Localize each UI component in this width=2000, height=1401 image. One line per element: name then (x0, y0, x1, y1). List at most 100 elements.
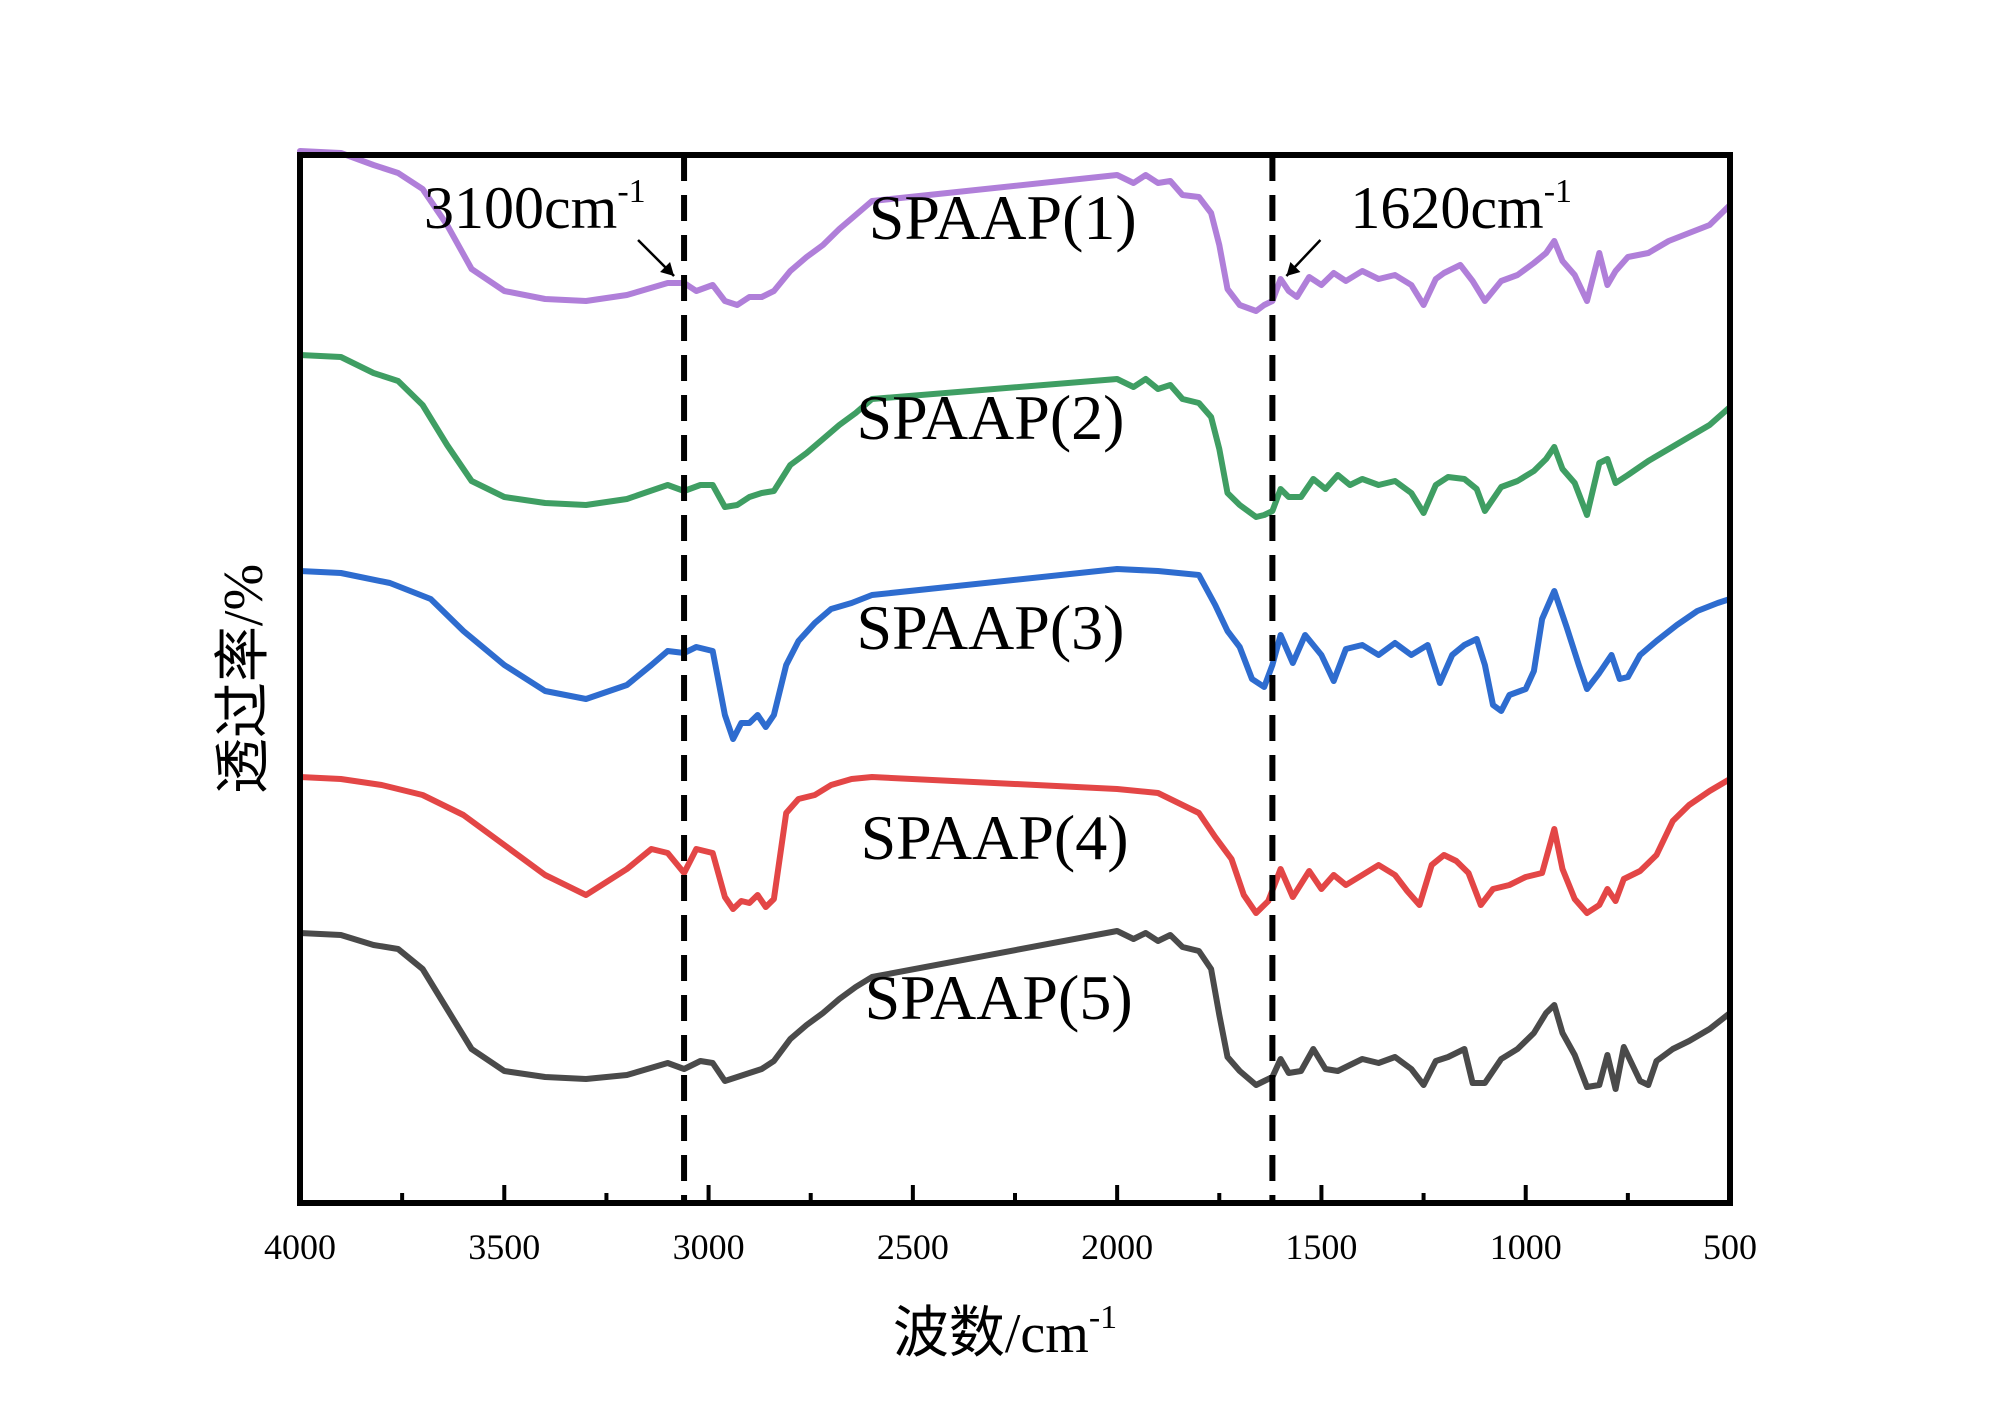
data-point (1687, 231, 1691, 235)
data-point (1491, 887, 1495, 891)
x-axis-ticks: 4000 3500 3000 2500 2000 1500 1000 500 (264, 1185, 1757, 1267)
series-spaap-4 (297, 774, 1733, 916)
data-point (1610, 653, 1613, 657)
data-point (1507, 883, 1511, 887)
data-point (1516, 273, 1519, 277)
data-point (1638, 653, 1642, 657)
data-point (372, 943, 375, 947)
data-point (1565, 625, 1569, 629)
data-point (698, 1059, 702, 1063)
data-point (666, 851, 670, 855)
data-point (1409, 1067, 1413, 1071)
data-point (772, 1059, 776, 1063)
data-point (739, 899, 743, 903)
x-axis-title: 波数/cm-1 (893, 1299, 1117, 1365)
data-point (747, 1071, 751, 1075)
data-point (1442, 853, 1446, 857)
x-tick-label: 500 (1703, 1227, 1757, 1267)
data-point (1573, 481, 1577, 485)
data-point (1291, 661, 1295, 665)
data-point (694, 847, 698, 851)
data-point (1295, 295, 1299, 299)
data-point (1597, 251, 1601, 255)
x-tick-label: 4000 (264, 1227, 336, 1267)
data-point (772, 713, 776, 717)
x-tick-label: 2000 (1081, 1227, 1153, 1267)
data-point (1483, 509, 1487, 513)
data-point (1716, 601, 1720, 605)
annotation-label-1: 3100cm-1 (424, 173, 646, 241)
data-point (1499, 279, 1503, 283)
data-point (1561, 1031, 1564, 1035)
data-point (1638, 869, 1642, 873)
data-point (1217, 243, 1221, 247)
data-point (1213, 835, 1217, 839)
data-point (1217, 447, 1221, 451)
data-point (1242, 893, 1246, 897)
data-point (1618, 677, 1622, 681)
data-point (1405, 889, 1409, 893)
data-point (1540, 871, 1544, 875)
data-point (1144, 173, 1148, 177)
data-point (1655, 853, 1658, 857)
data-point (764, 905, 768, 909)
data-point (1197, 401, 1201, 405)
data-point (1597, 1083, 1601, 1087)
data-point (1132, 385, 1135, 389)
data-point (339, 355, 343, 359)
data-point (1299, 1069, 1303, 1073)
data-point (396, 947, 400, 951)
data-point (1597, 671, 1601, 675)
data-point (1360, 269, 1364, 273)
data-point (1254, 1083, 1258, 1087)
series-line-spaap-5 (297, 928, 1733, 1092)
data-point (821, 1011, 825, 1015)
data-point (339, 777, 343, 781)
data-point (1667, 239, 1671, 243)
data-point (1393, 641, 1397, 645)
data-point (1438, 681, 1442, 685)
data-point (1254, 515, 1258, 519)
data-point (1279, 867, 1283, 871)
data-point (1287, 289, 1291, 293)
data-point (723, 505, 727, 509)
data-point (1332, 873, 1336, 877)
data-point (1491, 703, 1495, 707)
data-point (584, 299, 588, 303)
data-point (649, 847, 653, 851)
data-point (850, 777, 854, 781)
data-point (1393, 479, 1397, 483)
data-point (760, 295, 764, 299)
data-point (1622, 1045, 1626, 1049)
data-point (735, 303, 739, 307)
data-point (756, 713, 760, 717)
data-point (747, 495, 751, 499)
data-point (1209, 415, 1213, 419)
data-point (788, 1037, 792, 1041)
reference-lines: 3100cm-1 1620cm-1 (424, 155, 1572, 1203)
data-point (1377, 483, 1381, 487)
data-point (821, 437, 825, 441)
data-point (772, 489, 776, 493)
data-point (1524, 687, 1528, 691)
data-point (870, 975, 874, 979)
data-point (1332, 679, 1336, 683)
data-point (1238, 645, 1242, 649)
data-point (1434, 483, 1438, 487)
data-point (1605, 283, 1609, 287)
data-point (1336, 1069, 1340, 1073)
data-point (625, 683, 629, 687)
data-point (1209, 211, 1213, 215)
data-point (797, 639, 800, 643)
data-point (1348, 1063, 1352, 1067)
data-point (1516, 479, 1519, 483)
data-point (1605, 457, 1609, 461)
data-point (1360, 1057, 1364, 1061)
data-point (1532, 469, 1536, 473)
data-point (584, 503, 588, 507)
series-spaap-5 (297, 928, 1733, 1092)
data-point (1687, 435, 1691, 439)
data-point (772, 289, 776, 293)
series-label-spaap-5: SPAAP(5) (865, 962, 1133, 1033)
data-point (1475, 487, 1479, 491)
